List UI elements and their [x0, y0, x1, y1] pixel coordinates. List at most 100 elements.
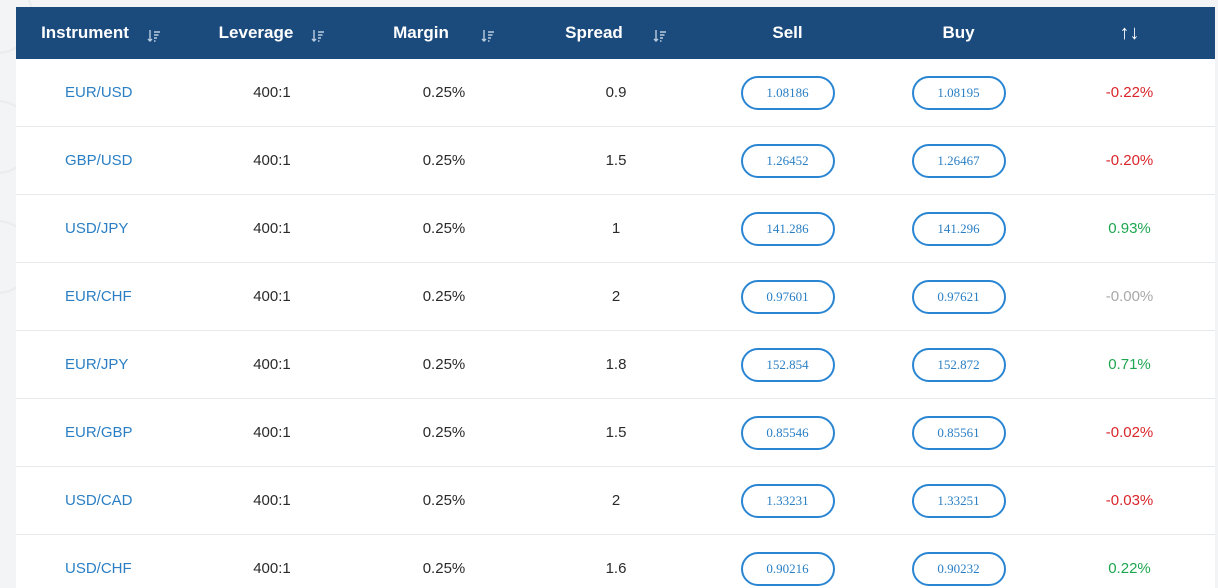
margin-value: 0.25% — [422, 288, 466, 305]
table-row[interactable]: EUR/JPY 400:1 0.25% 1.8 152.854 152.872 0.71% — [16, 331, 1215, 399]
leverage-value: 400:1 — [253, 152, 291, 169]
up-down-arrows-icon: ↑↓ — [1119, 21, 1140, 44]
change-percent: 0.93% — [1108, 220, 1151, 237]
col-leverage-label: Leverage — [218, 23, 294, 42]
sell-cell: 0.90216 — [702, 535, 873, 588]
col-buy-header: Buy — [873, 7, 1044, 59]
col-sell-label: Sell — [772, 23, 803, 42]
margin-value: 0.25% — [422, 424, 466, 441]
spread-value: 1 — [611, 220, 621, 237]
instrument-link[interactable]: EUR/USD — [65, 84, 133, 101]
instrument-link[interactable]: USD/CHF — [65, 560, 132, 577]
col-leverage-header[interactable]: Leverage — [186, 7, 358, 59]
buy-button[interactable]: 1.33251 — [911, 483, 1006, 518]
buy-cell: 1.26467 — [873, 127, 1044, 194]
spread-value: 2 — [611, 492, 621, 509]
col-sell-header: Sell — [702, 7, 873, 59]
instrument-link[interactable]: EUR/JPY — [65, 356, 129, 373]
buy-button[interactable]: 141.296 — [911, 211, 1006, 246]
spread-value: 1.5 — [605, 424, 627, 441]
instrument-link[interactable]: EUR/GBP — [65, 424, 133, 441]
col-instrument-label: Instrument — [41, 23, 129, 42]
table-row[interactable]: EUR/USD 400:1 0.25% 0.9 1.08186 1.08195 -0.22% — [16, 59, 1215, 127]
sell-button[interactable]: 152.854 — [740, 347, 835, 382]
sell-button[interactable]: 1.26452 — [740, 143, 835, 178]
instrument-link[interactable]: EUR/CHF — [65, 288, 132, 305]
change-percent: -0.20% — [1105, 152, 1154, 169]
margin-value: 0.25% — [422, 356, 466, 373]
sort-icon[interactable] — [147, 28, 161, 42]
col-buy-label: Buy — [942, 23, 975, 42]
buy-cell: 1.33251 — [873, 467, 1044, 534]
sell-button[interactable]: 1.08186 — [740, 75, 835, 110]
spread-value: 0.9 — [605, 84, 627, 101]
sell-button[interactable]: 0.90216 — [740, 551, 835, 586]
sort-icon[interactable] — [311, 28, 325, 42]
instrument-link[interactable]: USD/CAD — [65, 492, 133, 509]
table-row[interactable]: GBP/USD 400:1 0.25% 1.5 1.26452 1.26467 -0.20% — [16, 127, 1215, 195]
sell-cell: 0.85546 — [702, 399, 873, 466]
spread-value: 1.5 — [605, 152, 627, 169]
change-percent: 0.71% — [1108, 356, 1151, 373]
leverage-value: 400:1 — [253, 288, 291, 305]
sell-button[interactable]: 141.286 — [740, 211, 835, 246]
col-margin-label: Margin — [393, 23, 449, 42]
margin-value: 0.25% — [422, 220, 466, 237]
instruments-table: Instrument Leverage Margin Spread Sell B… — [16, 7, 1215, 588]
sell-cell: 1.08186 — [702, 59, 873, 126]
col-margin-header[interactable]: Margin — [358, 7, 530, 59]
buy-button[interactable]: 0.90232 — [911, 551, 1006, 586]
buy-cell: 0.97621 — [873, 263, 1044, 330]
change-percent: -0.00% — [1105, 288, 1154, 305]
change-percent: -0.22% — [1105, 84, 1154, 101]
sort-icon[interactable] — [481, 28, 495, 42]
spread-value: 1.6 — [605, 560, 627, 577]
instrument-link[interactable]: USD/JPY — [65, 220, 129, 237]
sort-icon[interactable] — [653, 28, 667, 42]
col-instrument-header[interactable]: Instrument — [16, 7, 186, 59]
col-spread-header[interactable]: Spread — [530, 7, 702, 59]
sell-button[interactable]: 0.97601 — [740, 279, 835, 314]
sell-button[interactable]: 1.33231 — [740, 483, 835, 518]
table-row[interactable]: EUR/CHF 400:1 0.25% 2 0.97601 0.97621 -0.00% — [16, 263, 1215, 331]
table-row[interactable]: USD/CAD 400:1 0.25% 2 1.33231 1.33251 -0.03% — [16, 467, 1215, 535]
leverage-value: 400:1 — [253, 356, 291, 373]
leverage-value: 400:1 — [253, 220, 291, 237]
change-percent: 0.22% — [1108, 560, 1151, 577]
sell-cell: 141.286 — [702, 195, 873, 262]
buy-cell: 141.296 — [873, 195, 1044, 262]
table-row[interactable]: USD/CHF 400:1 0.25% 1.6 0.90216 0.90232 0.22% — [16, 535, 1215, 588]
table-row[interactable]: EUR/GBP 400:1 0.25% 1.5 0.85546 0.85561 -0.02% — [16, 399, 1215, 467]
sell-cell: 152.854 — [702, 331, 873, 398]
buy-cell: 0.85561 — [873, 399, 1044, 466]
buy-button[interactable]: 1.26467 — [911, 143, 1006, 178]
buy-button[interactable]: 0.85561 — [911, 415, 1006, 450]
instrument-link[interactable]: GBP/USD — [65, 152, 133, 169]
sell-cell: 0.97601 — [702, 263, 873, 330]
col-spread-label: Spread — [565, 23, 623, 42]
buy-button[interactable]: 0.97621 — [911, 279, 1006, 314]
table-header: Instrument Leverage Margin Spread Sell B… — [16, 7, 1215, 59]
sell-cell: 1.33231 — [702, 467, 873, 534]
sell-button[interactable]: 0.85546 — [740, 415, 835, 450]
leverage-value: 400:1 — [253, 560, 291, 577]
margin-value: 0.25% — [422, 152, 466, 169]
buy-cell: 1.08195 — [873, 59, 1044, 126]
change-percent: -0.03% — [1105, 492, 1154, 509]
table-row[interactable]: USD/JPY 400:1 0.25% 1 141.286 141.296 0.93% — [16, 195, 1215, 263]
sell-cell: 1.26452 — [702, 127, 873, 194]
margin-value: 0.25% — [422, 84, 466, 101]
margin-value: 0.25% — [422, 560, 466, 577]
leverage-value: 400:1 — [253, 424, 291, 441]
leverage-value: 400:1 — [253, 84, 291, 101]
leverage-value: 400:1 — [253, 492, 291, 509]
spread-value: 1.8 — [605, 356, 627, 373]
buy-cell: 152.872 — [873, 331, 1044, 398]
change-percent: -0.02% — [1105, 424, 1154, 441]
buy-button[interactable]: 152.872 — [911, 347, 1006, 382]
margin-value: 0.25% — [422, 492, 466, 509]
buy-cell: 0.90232 — [873, 535, 1044, 588]
col-change-header[interactable]: ↑↓ — [1044, 7, 1215, 59]
buy-button[interactable]: 1.08195 — [911, 75, 1006, 110]
